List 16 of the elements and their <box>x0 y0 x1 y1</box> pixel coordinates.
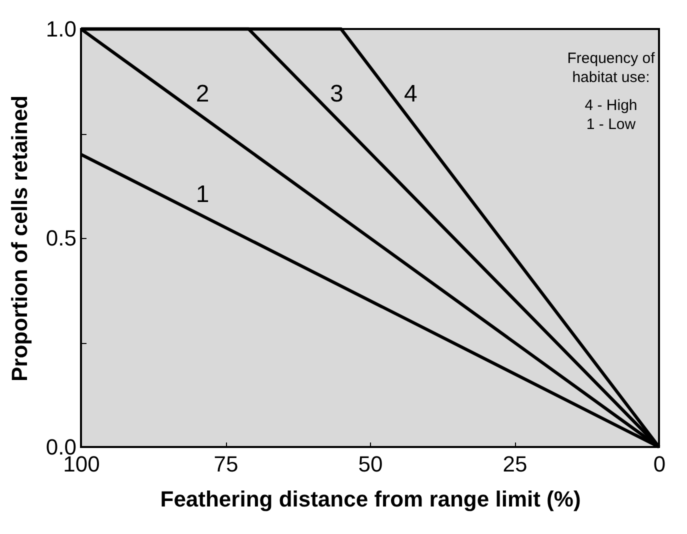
annotation: Frequency of <box>567 50 656 67</box>
y-tick-label: 1.0 <box>46 16 76 42</box>
series-label: 4 <box>404 80 418 108</box>
annotation: habitat use: <box>572 69 650 86</box>
annotation: 4 - High <box>584 97 638 114</box>
x-tick-label: 0 <box>653 452 666 476</box>
x-axis-title: Feathering distance from range limit (%) <box>160 486 581 512</box>
x-tick-label: 75 <box>214 452 238 476</box>
y-axis-title: Proportion of cells retained <box>6 95 32 382</box>
series-label: 2 <box>196 80 210 108</box>
annotation: 1 - Low <box>586 116 636 133</box>
y-tick-label: 0.5 <box>46 226 76 250</box>
series-label: 1 <box>196 180 210 208</box>
x-tick-label: 25 <box>502 452 528 476</box>
x-tick-label: 50 <box>358 452 383 476</box>
series-label: 3 <box>330 80 344 108</box>
